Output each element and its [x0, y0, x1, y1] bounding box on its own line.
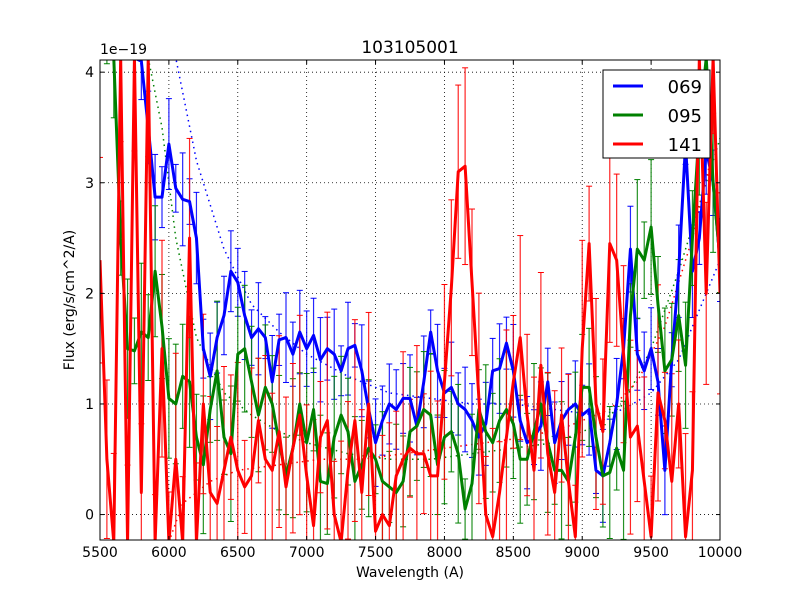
x-tick-label: 7000: [289, 545, 325, 561]
y-tick-label: 0: [85, 508, 94, 524]
legend-label-095: 095: [668, 106, 702, 127]
x-axis-label: Wavelength (A): [356, 565, 464, 581]
x-tick-label: 5500: [82, 545, 118, 561]
y-axis-label: Flux (erg/s/cm^2/A): [62, 230, 78, 370]
x-tick-label: 7500: [358, 545, 394, 561]
x-tick-label: 6500: [220, 545, 256, 561]
x-tick-label: 8000: [427, 545, 463, 561]
ticks: 5500 6000 6500 7000 7500 8000 8500 9000 9500 1000…: [82, 60, 742, 561]
y-tick-label: 1: [85, 397, 94, 413]
y-tick-label: 2: [85, 286, 94, 302]
legend: 069 095 141: [602, 69, 711, 159]
x-tick-label: 8500: [496, 545, 532, 561]
x-tick-label: 10000: [698, 545, 743, 561]
chart-title: 103105001: [361, 38, 458, 58]
plot-area: [100, 60, 720, 540]
x-tick-label: 9500: [633, 545, 669, 561]
y-tick-label: 4: [85, 65, 94, 81]
axes-frame: [99, 59, 721, 541]
legend-label-069: 069: [668, 77, 702, 98]
x-tick-label: 6000: [151, 545, 187, 561]
y-tick-label: 3: [85, 176, 94, 192]
x-tick-label: 9000: [564, 545, 600, 561]
y-offset-label: 1e−19: [100, 42, 147, 58]
model-curve-141: [168, 149, 714, 540]
legend-label-141: 141: [668, 135, 702, 156]
model-curve-095: [147, 60, 720, 461]
